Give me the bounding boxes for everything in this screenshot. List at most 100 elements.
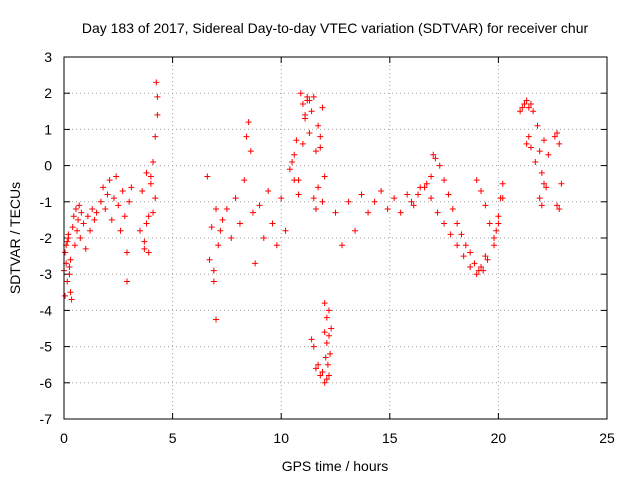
data-point [228,235,235,241]
data-point [78,209,85,216]
data-point [302,111,309,118]
data-point [117,227,124,234]
data-point [123,249,130,256]
data-point [150,209,157,216]
data-point [530,108,537,115]
data-point [293,137,300,144]
data-point [252,260,259,267]
data-point [517,108,524,115]
y-tick-label: -2 [40,230,53,246]
x-tick-label: 5 [169,430,177,446]
data-point [147,173,154,180]
data-point [100,184,107,191]
x-axis-label: GPS time / hours [282,458,389,474]
data-point [76,202,83,209]
y-tick-label: 2 [44,85,52,101]
data-point [106,177,113,184]
data-point [77,235,84,241]
data-point [126,198,133,205]
data-point [449,206,456,213]
data-point [430,151,437,158]
data-point [434,209,441,216]
data-point [210,267,217,274]
data-point [325,372,332,379]
x-tick-label: 0 [60,430,68,446]
data-point [143,220,150,227]
y-tick-label: -4 [40,302,53,318]
data-point [108,216,115,223]
data-point [532,158,539,165]
y-tick-label: -6 [40,375,53,391]
data-point [391,195,398,202]
x-tick-label: 20 [491,430,507,446]
data-point [454,220,461,227]
data-point [141,245,148,252]
data-point [319,198,326,205]
data-point [478,187,485,194]
data-point [536,195,543,202]
y-axis-tick-labels: 3 2 1 0 -1 -2 -3 -4 -5 -6 -7 [40,49,53,427]
data-point [208,224,215,231]
data-point [423,180,430,187]
data-point [310,195,317,202]
data-point [67,289,74,296]
data-point [84,213,91,220]
data-point [480,267,487,274]
data-point [323,314,330,321]
data-point [499,180,506,187]
data-point [310,343,317,350]
data-point [339,242,346,249]
data-point [152,133,159,140]
data-point [72,206,79,213]
data-point [289,158,296,165]
data-point [282,227,289,234]
data-point [304,93,311,100]
data-point [327,350,334,357]
data-point [410,202,417,209]
axis-ticks [63,56,608,420]
data-point [91,216,98,223]
data-point [365,209,372,216]
data-point [137,227,144,234]
data-point [397,209,404,216]
data-point [260,235,267,241]
data-point [147,180,154,187]
data-point [249,209,256,216]
data-point [371,198,378,205]
data-point [154,111,161,118]
data-point [441,177,448,184]
data-point [521,101,528,108]
data-point [556,206,563,213]
data-point [256,202,263,209]
data-point [215,242,222,249]
data-point [265,187,272,194]
data-point [306,130,313,137]
data-point [527,101,534,108]
y-tick-label: -3 [40,266,53,282]
data-point [247,148,254,155]
data-point [219,216,226,223]
data-point [278,195,285,202]
data-points [61,79,565,386]
data-point [523,97,530,104]
data-point [223,206,230,213]
data-point [332,209,339,216]
data-point [143,169,150,176]
data-point [123,278,130,285]
data-point [358,191,365,198]
data-point [323,376,330,383]
data-point [317,144,324,151]
x-tick-label: 15 [382,430,398,446]
data-point [321,300,328,307]
data-point [104,191,111,198]
data-point [467,263,474,270]
data-point [113,173,120,180]
data-point [75,216,82,223]
data-point [217,227,224,234]
data-point [462,242,469,249]
data-point [325,307,332,314]
data-point [315,361,322,368]
data-point [558,180,565,187]
data-point [525,104,532,111]
